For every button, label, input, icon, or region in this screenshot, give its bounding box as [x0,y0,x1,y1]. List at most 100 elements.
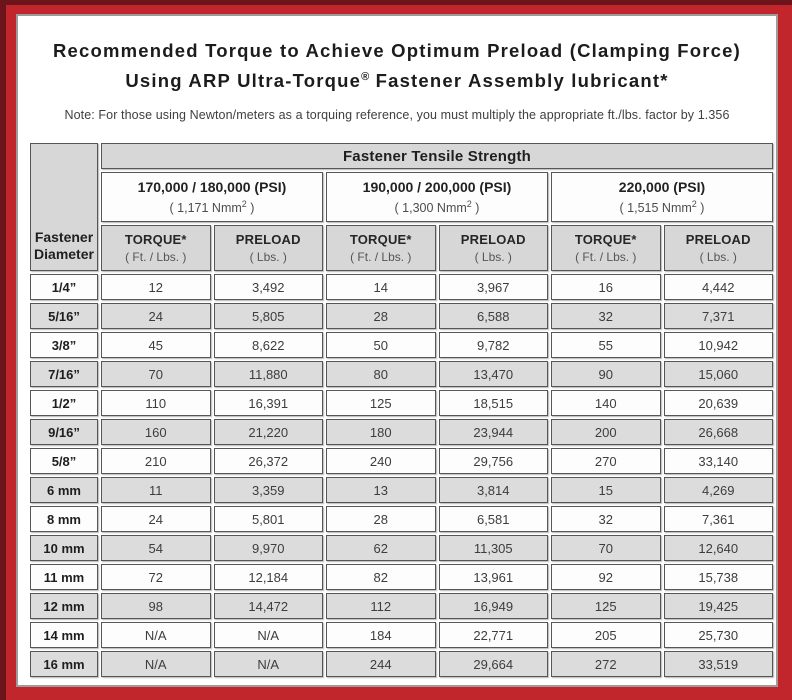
value-cell: 28 [326,303,436,330]
value-cell: 26,668 [663,419,773,446]
frame-dark-edge-top [0,0,792,5]
value-cell: 92 [551,564,661,591]
value-cell: 140 [551,390,661,417]
value-cell: 18,515 [438,390,548,417]
value-cell: 4,269 [663,477,773,504]
table-row: 7/16” 70 11,880 80 13,470 90 15,060 [30,361,773,388]
value-cell: 12,640 [663,535,773,562]
value-cell: 3,814 [438,477,548,504]
value-cell: 32 [551,303,661,330]
value-cell: 13,961 [438,564,548,591]
value-cell: 125 [551,593,661,620]
value-cell: 12,184 [213,564,323,591]
tensile-strength-row: Fastener Diameter Fastener Tensile Stren… [30,143,773,272]
value-cell: 20,639 [663,390,773,417]
value-cell: 8,622 [213,332,323,359]
value-cell: 15,060 [663,361,773,388]
diameter-cell: 16 mm [30,651,98,678]
torque-column-header: TORQUE* ( Ft. / Lbs. ) [551,225,661,272]
value-cell: 22,771 [438,622,548,649]
value-cell: 7,371 [663,303,773,330]
diameter-cell: 12 mm [30,593,98,620]
nmm-label: ( 1,515 Nmm2 ) [619,199,705,216]
table-row: 3/8” 45 8,622 50 9,782 55 10,942 [30,332,773,359]
torque-column-header: TORQUE* ( Ft. / Lbs. ) [326,225,436,272]
value-cell: N/A [101,622,211,649]
diameter-cell: 1/4” [30,274,98,301]
value-cell: 24 [101,506,211,533]
nmm-label: ( 1,300 Nmm2 ) [394,199,480,216]
psi-label: 170,000 / 180,000 (PSI) [137,179,287,196]
value-cell: 90 [551,361,661,388]
value-cell: 13 [326,477,436,504]
value-cell: 11,880 [213,361,323,388]
value-cell: N/A [213,651,323,678]
value-cell: 16,949 [438,593,548,620]
value-cell: 180 [326,419,436,446]
diameter-cell: 11 mm [30,564,98,591]
value-cell: 14 [326,274,436,301]
table-header: Fastener Diameter Fastener Tensile Stren… [30,143,773,272]
value-cell: 12 [101,274,211,301]
diameter-cell: 8 mm [30,506,98,533]
value-cell: 80 [326,361,436,388]
value-cell: 55 [551,332,661,359]
value-cell: 14,472 [213,593,323,620]
value-cell: 6,581 [438,506,548,533]
value-cell: 29,756 [438,448,548,475]
value-cell: N/A [213,622,323,649]
table-row: 12 mm 98 14,472 112 16,949 125 19,425 [30,593,773,620]
value-cell: 16 [551,274,661,301]
value-cell: 54 [101,535,211,562]
value-cell: 7,361 [663,506,773,533]
table-body: 1/4” 12 3,492 14 3,967 16 4,442 5/16” 24 5,805 28 6… [30,274,773,678]
value-cell: 184 [326,622,436,649]
value-cell: 3,492 [213,274,323,301]
diameter-cell: 9/16” [30,419,98,446]
note-text: Note: For those using Newton/meters as a… [64,108,730,123]
diameter-cell: 5/8” [30,448,98,475]
preload-column-header: PRELOAD ( Lbs. ) [438,225,548,272]
table-row: 11 mm 72 12,184 82 13,961 92 15,738 [30,564,773,591]
table-row: 1/2” 110 16,391 125 18,515 140 20,639 [30,390,773,417]
value-cell: 25,730 [663,622,773,649]
column-header-row: TORQUE* ( Ft. / Lbs. ) PRELOAD ( Lbs. ) … [30,225,773,272]
diameter-cell: 10 mm [30,535,98,562]
fastener-diameter-header: Fastener Diameter [30,143,98,272]
table-row: 1/4” 12 3,492 14 3,967 16 4,442 [30,274,773,301]
value-cell: 19,425 [663,593,773,620]
diameter-cell: 1/2” [30,390,98,417]
value-cell: 50 [326,332,436,359]
registered-mark: ® [361,71,370,83]
value-cell: 23,944 [438,419,548,446]
nmm-label: ( 1,171 Nmm2 ) [169,199,255,216]
value-cell: 4,442 [663,274,773,301]
value-cell: 240 [326,448,436,475]
preload-column-header: PRELOAD ( Lbs. ) [213,225,323,272]
value-cell: 16,391 [213,390,323,417]
torque-column-header: TORQUE* ( Ft. / Lbs. ) [101,225,211,272]
diameter-cell: 6 mm [30,477,98,504]
title-line-2: Using ARP Ultra-Torque® Fastener Assembl… [125,70,669,92]
torque-table: Fastener Diameter Fastener Tensile Stren… [27,140,776,680]
table-row: 5/8” 210 26,372 240 29,756 270 33,140 [30,448,773,475]
diameter-cell: 3/8” [30,332,98,359]
value-cell: 9,970 [213,535,323,562]
value-cell: 70 [101,361,211,388]
value-cell: 45 [101,332,211,359]
value-cell: 125 [326,390,436,417]
table-row: 8 mm 24 5,801 28 6,581 32 7,361 [30,506,773,533]
value-cell: 270 [551,448,661,475]
value-cell: 3,967 [438,274,548,301]
psi-label: 190,000 / 200,000 (PSI) [362,179,512,196]
table-row: 10 mm 54 9,970 62 11,305 70 12,640 [30,535,773,562]
diameter-cell: 5/16” [30,303,98,330]
value-cell: N/A [101,651,211,678]
psi-row: 170,000 / 180,000 (PSI) ( 1,171 Nmm2 ) 1… [30,172,773,223]
psi-group-170-180: 170,000 / 180,000 (PSI) ( 1,171 Nmm2 ) [101,172,323,223]
value-cell: 5,801 [213,506,323,533]
value-cell: 244 [326,651,436,678]
page-title: Recommended Torque to Achieve Optimum Pr… [18,37,776,94]
value-cell: 26,372 [213,448,323,475]
